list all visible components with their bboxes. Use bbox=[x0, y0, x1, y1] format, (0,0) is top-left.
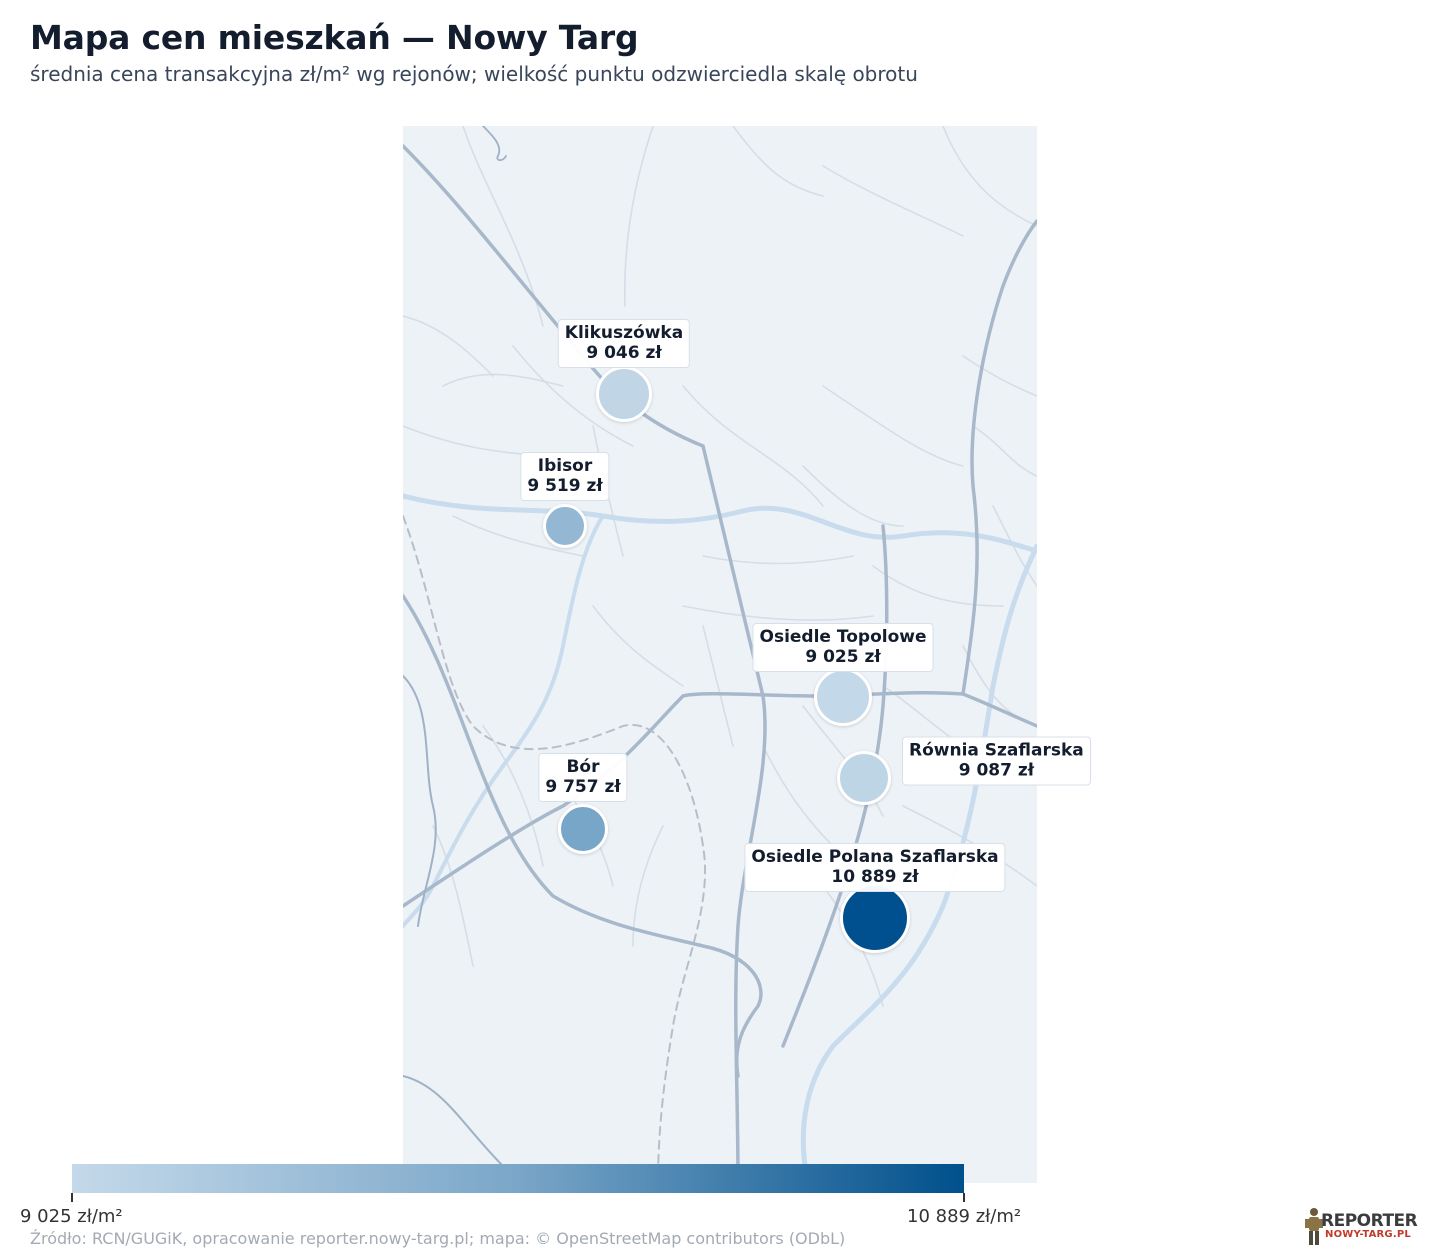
map-label-ibisor: Ibisor 9 519 zł bbox=[520, 452, 610, 501]
map-label-bor: Bór 9 757 zł bbox=[538, 753, 628, 802]
region-price: 9 087 zł bbox=[958, 760, 1035, 781]
region-price: 9 025 zł bbox=[805, 647, 881, 667]
map-point-klikuszowka[interactable] bbox=[596, 366, 652, 422]
color-scale-tick-max bbox=[963, 1193, 965, 1202]
region-price: 9 757 zł bbox=[545, 777, 621, 797]
basemap bbox=[403, 126, 1037, 1183]
river bbox=[403, 493, 1037, 554]
region-name: Ibisor bbox=[537, 456, 593, 476]
map-point-osiedle-polana-szaflarska[interactable] bbox=[840, 883, 910, 953]
major-roads bbox=[403, 144, 1037, 1183]
reporter-figure-icon bbox=[1305, 1208, 1323, 1245]
region-name: Osiedle Polana Szaflarska bbox=[751, 847, 999, 867]
color-scale-bar bbox=[72, 1164, 964, 1193]
region-price: 9 046 zł bbox=[586, 343, 662, 363]
railway bbox=[403, 515, 707, 1183]
region-name: Bór bbox=[566, 757, 600, 777]
color-scale-tick-min bbox=[71, 1193, 73, 1202]
map-label-osiedle-polana-szaflarska: Osiedle Polana Szaflarska 10 889 zł bbox=[744, 843, 1006, 892]
region-price: 10 889 zł bbox=[831, 867, 919, 887]
region-price: 9 519 zł bbox=[527, 476, 603, 496]
map-point-ibisor[interactable] bbox=[543, 504, 587, 548]
map-label-rownia-szaflarska: Równia Szaflarska 9 087 zł bbox=[902, 736, 1091, 786]
map-point-bor[interactable] bbox=[558, 804, 608, 854]
logo-site-text: NOWY-TARG.PL bbox=[1325, 1229, 1411, 1240]
source-note: Źródło: RCN/GUGiK, opracowanie reporter.… bbox=[30, 1229, 846, 1248]
region-name: Osiedle Topolowe bbox=[759, 627, 927, 647]
map-label-osiedle-topolowe: Osiedle Topolowe 9 025 zł bbox=[752, 623, 934, 672]
map-panel[interactable] bbox=[403, 126, 1037, 1183]
map-label-klikuszowka: Klikuszówka 9 046 zł bbox=[557, 319, 691, 368]
map-point-osiedle-topolowe[interactable] bbox=[814, 668, 872, 726]
page-title: Mapa cen mieszkań — Nowy Targ bbox=[30, 18, 639, 57]
page-subtitle: średnia cena transakcyjna zł/m² wg rejon… bbox=[30, 62, 918, 86]
logo-reporter-text: REPORTER bbox=[1321, 1211, 1418, 1231]
color-scale-max-label: 10 889 zł/m² bbox=[907, 1206, 1022, 1227]
region-name: Równia Szaflarska bbox=[909, 740, 1084, 761]
reporter-logo[interactable]: REPORTER NOWY-TARG.PL bbox=[1303, 1205, 1418, 1247]
color-scale-min-label: 9 025 zł/m² bbox=[20, 1206, 123, 1227]
region-name: Klikuszówka bbox=[564, 323, 684, 343]
map-point-rownia-szaflarska[interactable] bbox=[837, 751, 891, 805]
